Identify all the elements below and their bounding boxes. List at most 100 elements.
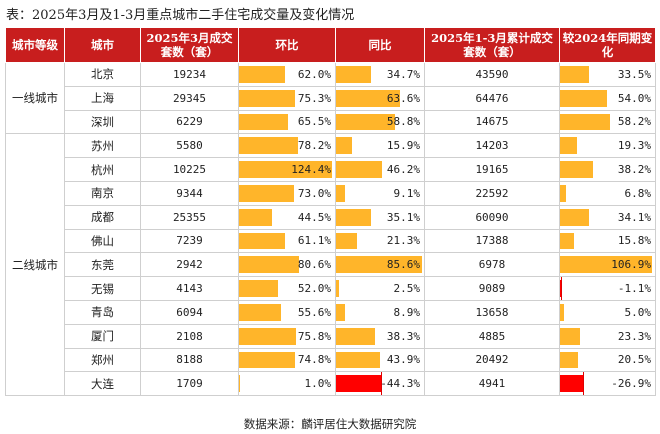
ytd-change-cell-bar <box>560 375 584 393</box>
yoy-cell-bar <box>336 184 346 202</box>
ytd-change-cell-bar <box>560 303 565 321</box>
mom-cell-bar <box>239 208 273 226</box>
yoy-cell-bar <box>336 89 400 107</box>
ytd-change-cell: 23.3% <box>559 323 656 349</box>
mom-cell: 124.4% <box>238 157 336 182</box>
yoy-cell-value: 43.9% <box>386 353 420 367</box>
city-cell: 佛山 <box>64 228 141 254</box>
yoy-cell: 43.9% <box>335 347 425 373</box>
mom-cell-bar <box>239 303 281 321</box>
ytd-units-cell: 60090 <box>424 204 560 230</box>
mom-cell: 80.6% <box>238 252 336 278</box>
mom-cell: 1.0% <box>238 371 336 397</box>
city-cell: 厦门 <box>64 323 141 349</box>
ytd-change-cell-value: 5.0% <box>624 305 652 319</box>
yoy-cell-bar <box>336 351 381 369</box>
yoy-cell-bar <box>336 303 345 321</box>
yoy-cell: 8.9% <box>335 299 425 325</box>
ytd-change-cell-zero-line <box>583 372 585 396</box>
yoy-cell: 9.1% <box>335 180 425 206</box>
ytd-change-cell-value: 54.0% <box>617 91 651 105</box>
mom-cell-bar <box>239 280 278 297</box>
mom-cell: 78.2% <box>238 133 336 159</box>
mom-cell-value: 124.4% <box>291 163 331 177</box>
ytd-change-cell-bar <box>560 113 611 131</box>
ytd-change-cell-value: 15.8% <box>617 234 651 248</box>
ytd-units-cell: 17388 <box>424 228 560 254</box>
march-units-cell: 2942 <box>140 252 239 278</box>
header-tier: 城市等级 <box>5 27 65 63</box>
yoy-cell-bar <box>336 137 352 155</box>
ytd-change-cell: 33.5% <box>559 62 656 87</box>
ytd-units-cell: 64476 <box>424 85 560 111</box>
march-units-cell: 19234 <box>140 62 239 87</box>
city-cell: 上海 <box>64 85 141 111</box>
march-units-cell: 6229 <box>140 109 239 135</box>
yoy-cell-zero-line <box>380 372 382 396</box>
mom-cell: 52.0% <box>238 276 336 301</box>
mom-cell-bar <box>239 184 294 202</box>
ytd-change-cell-bar <box>560 256 652 274</box>
yoy-cell: 46.2% <box>335 157 425 182</box>
ytd-units-cell: 19165 <box>424 157 560 182</box>
mom-cell-value: 52.0% <box>297 282 331 296</box>
city-cell: 成都 <box>64 204 141 230</box>
mom-cell-value: 78.2% <box>297 139 331 153</box>
table-row: 深圳 6229 65.5% 58.8% 14675 58.2% <box>6 109 656 135</box>
ytd-change-cell: 15.8% <box>559 228 656 254</box>
yoy-cell: 2.5% <box>335 276 425 301</box>
yoy-cell-bar <box>336 280 339 297</box>
ytd-change-cell-value: 106.9% <box>611 258 651 272</box>
yoy-cell-value: 38.3% <box>386 329 420 343</box>
mom-cell-value: 62.0% <box>297 67 331 81</box>
header-row: 城市等级 城市 2025年3月成交套数（套） 环比 同比 2025年1-3月累计… <box>5 27 656 63</box>
march-units-cell: 2108 <box>140 323 239 349</box>
city-cell: 苏州 <box>64 133 141 159</box>
ytd-change-cell-bar <box>560 351 578 369</box>
yoy-cell: 21.3% <box>335 228 425 254</box>
ytd-change-cell: 5.0% <box>559 299 656 325</box>
mom-cell: 44.5% <box>238 204 336 230</box>
ytd-change-cell-bar <box>560 327 581 345</box>
yoy-cell-value: 2.5% <box>393 282 421 296</box>
ytd-change-cell: 58.2% <box>559 109 656 135</box>
yoy-cell-bar <box>336 232 358 250</box>
mom-cell-value: 61.1% <box>297 234 331 248</box>
ytd-change-cell: 20.5% <box>559 347 656 373</box>
yoy-cell: 58.8% <box>335 109 425 135</box>
ytd-change-cell-bar <box>560 208 590 226</box>
mom-cell-bar <box>239 137 298 155</box>
ytd-change-cell-value: 38.2% <box>617 163 651 177</box>
yoy-cell-value: 21.3% <box>386 234 420 248</box>
march-units-cell: 6094 <box>140 299 239 325</box>
ytd-change-cell-value: 33.5% <box>617 67 651 81</box>
ytd-units-cell: 20492 <box>424 347 560 373</box>
ytd-change-cell-bar <box>560 184 566 202</box>
ytd-units-cell: 4885 <box>424 323 560 349</box>
tier-cell: 一线城市 <box>5 61 65 135</box>
yoy-cell-value: 8.9% <box>393 305 421 319</box>
yoy-cell-value: 58.8% <box>386 115 420 129</box>
yoy-cell-value: 15.9% <box>386 139 420 153</box>
mom-cell-value: 55.6% <box>297 305 331 319</box>
march-units-cell: 5580 <box>140 133 239 159</box>
table-row: 杭州 10225 124.4% 46.2% 19165 38.2% <box>6 157 656 182</box>
yoy-cell-bar <box>336 208 372 226</box>
ytd-change-cell: 6.8% <box>559 180 656 206</box>
ytd-change-cell-zero-line <box>561 277 562 300</box>
ytd-change-cell: 106.9% <box>559 252 656 278</box>
yoy-cell-value: 35.1% <box>386 210 420 224</box>
city-cell: 青岛 <box>64 299 141 325</box>
yoy-cell-value: 85.6% <box>386 258 420 272</box>
yoy-cell: 85.6% <box>335 252 425 278</box>
march-units-cell: 25355 <box>140 204 239 230</box>
ytd-units-cell: 43590 <box>424 62 560 87</box>
march-units-cell: 8188 <box>140 347 239 373</box>
ytd-change-cell-bar <box>560 137 577 155</box>
ytd-change-cell: -1.1% <box>559 276 656 301</box>
ytd-units-cell: 4941 <box>424 371 560 397</box>
yoy-cell-value: 63.6% <box>386 91 420 105</box>
mom-cell-bar <box>239 161 332 178</box>
table-row: 郑州 8188 74.8% 43.9% 20492 20.5% <box>6 347 656 373</box>
yoy-cell-value: 34.7% <box>386 67 420 81</box>
